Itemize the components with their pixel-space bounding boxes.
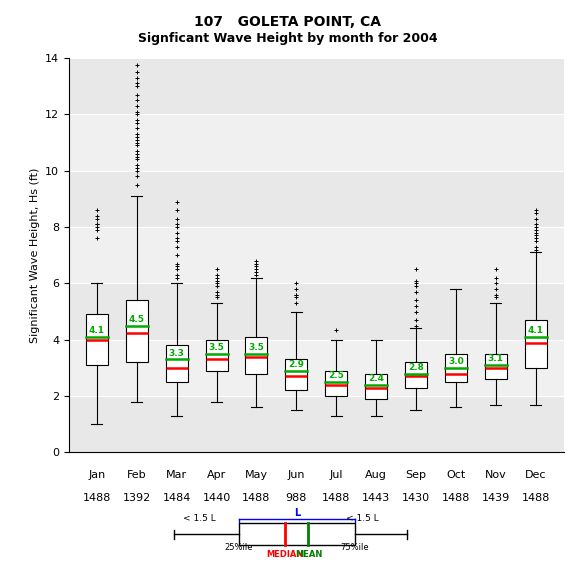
- PathPatch shape: [246, 337, 267, 374]
- PathPatch shape: [365, 374, 387, 399]
- PathPatch shape: [405, 362, 427, 387]
- Bar: [69, 284, 564, 340]
- PathPatch shape: [445, 354, 467, 382]
- Bar: [69, 340, 564, 396]
- Bar: [69, 227, 564, 284]
- Text: 3.5: 3.5: [248, 343, 264, 352]
- Text: Aug: Aug: [365, 470, 387, 480]
- Bar: [69, 171, 564, 227]
- Text: L: L: [294, 508, 300, 519]
- Bar: [69, 58, 564, 114]
- Bar: [69, 396, 564, 452]
- Text: 4.1: 4.1: [528, 326, 543, 335]
- Y-axis label: Significant Wave Height, Hs (ft): Significant Wave Height, Hs (ft): [29, 168, 40, 343]
- Text: Feb: Feb: [127, 470, 147, 480]
- Text: Jul: Jul: [329, 470, 343, 480]
- PathPatch shape: [485, 354, 507, 379]
- Text: 3.0: 3.0: [448, 357, 463, 366]
- Text: 1430: 1430: [402, 493, 430, 503]
- Text: 1488: 1488: [322, 493, 350, 503]
- PathPatch shape: [285, 360, 307, 390]
- PathPatch shape: [166, 345, 187, 382]
- Text: 4.5: 4.5: [129, 315, 145, 324]
- Text: 1392: 1392: [122, 493, 151, 503]
- Text: Dec: Dec: [525, 470, 546, 480]
- PathPatch shape: [524, 320, 547, 368]
- Text: 1488: 1488: [83, 493, 111, 503]
- Text: 1488: 1488: [522, 493, 550, 503]
- Text: 1488: 1488: [442, 493, 470, 503]
- Text: Jun: Jun: [288, 470, 305, 480]
- Text: 2.4: 2.4: [368, 374, 384, 383]
- Text: 2.9: 2.9: [288, 360, 304, 369]
- Text: 1488: 1488: [242, 493, 271, 503]
- PathPatch shape: [325, 371, 347, 396]
- Text: 988: 988: [286, 493, 307, 503]
- Text: Nov: Nov: [485, 470, 507, 480]
- Text: 3.5: 3.5: [209, 343, 224, 352]
- Text: < 1.5 L: < 1.5 L: [183, 514, 216, 523]
- Text: 25%ile: 25%ile: [224, 542, 253, 552]
- Text: May: May: [245, 470, 268, 480]
- Text: 75%ile: 75%ile: [341, 542, 369, 552]
- Text: 4.1: 4.1: [89, 326, 105, 335]
- Text: 2.8: 2.8: [408, 363, 424, 372]
- Text: MEDIAN: MEDIAN: [267, 549, 304, 559]
- Text: Signficant Wave Height by month for 2004: Signficant Wave Height by month for 2004: [137, 32, 438, 45]
- Text: MEAN: MEAN: [295, 549, 322, 559]
- Text: Mar: Mar: [166, 470, 187, 480]
- Text: 1439: 1439: [482, 493, 510, 503]
- Text: Oct: Oct: [446, 470, 465, 480]
- PathPatch shape: [126, 300, 148, 362]
- Text: 107   GOLETA POINT, CA: 107 GOLETA POINT, CA: [194, 14, 381, 28]
- Text: < 1.5 L: < 1.5 L: [347, 514, 379, 523]
- Text: Jan: Jan: [89, 470, 106, 480]
- Text: Sep: Sep: [405, 470, 427, 480]
- Text: 1443: 1443: [362, 493, 390, 503]
- Text: 1484: 1484: [163, 493, 191, 503]
- PathPatch shape: [206, 340, 228, 371]
- Text: 3.3: 3.3: [168, 349, 185, 358]
- Text: 2.5: 2.5: [328, 371, 344, 380]
- Text: Apr: Apr: [207, 470, 226, 480]
- Bar: [69, 114, 564, 171]
- Text: 1440: 1440: [202, 493, 231, 503]
- Text: 3.1: 3.1: [488, 354, 504, 364]
- PathPatch shape: [86, 314, 108, 365]
